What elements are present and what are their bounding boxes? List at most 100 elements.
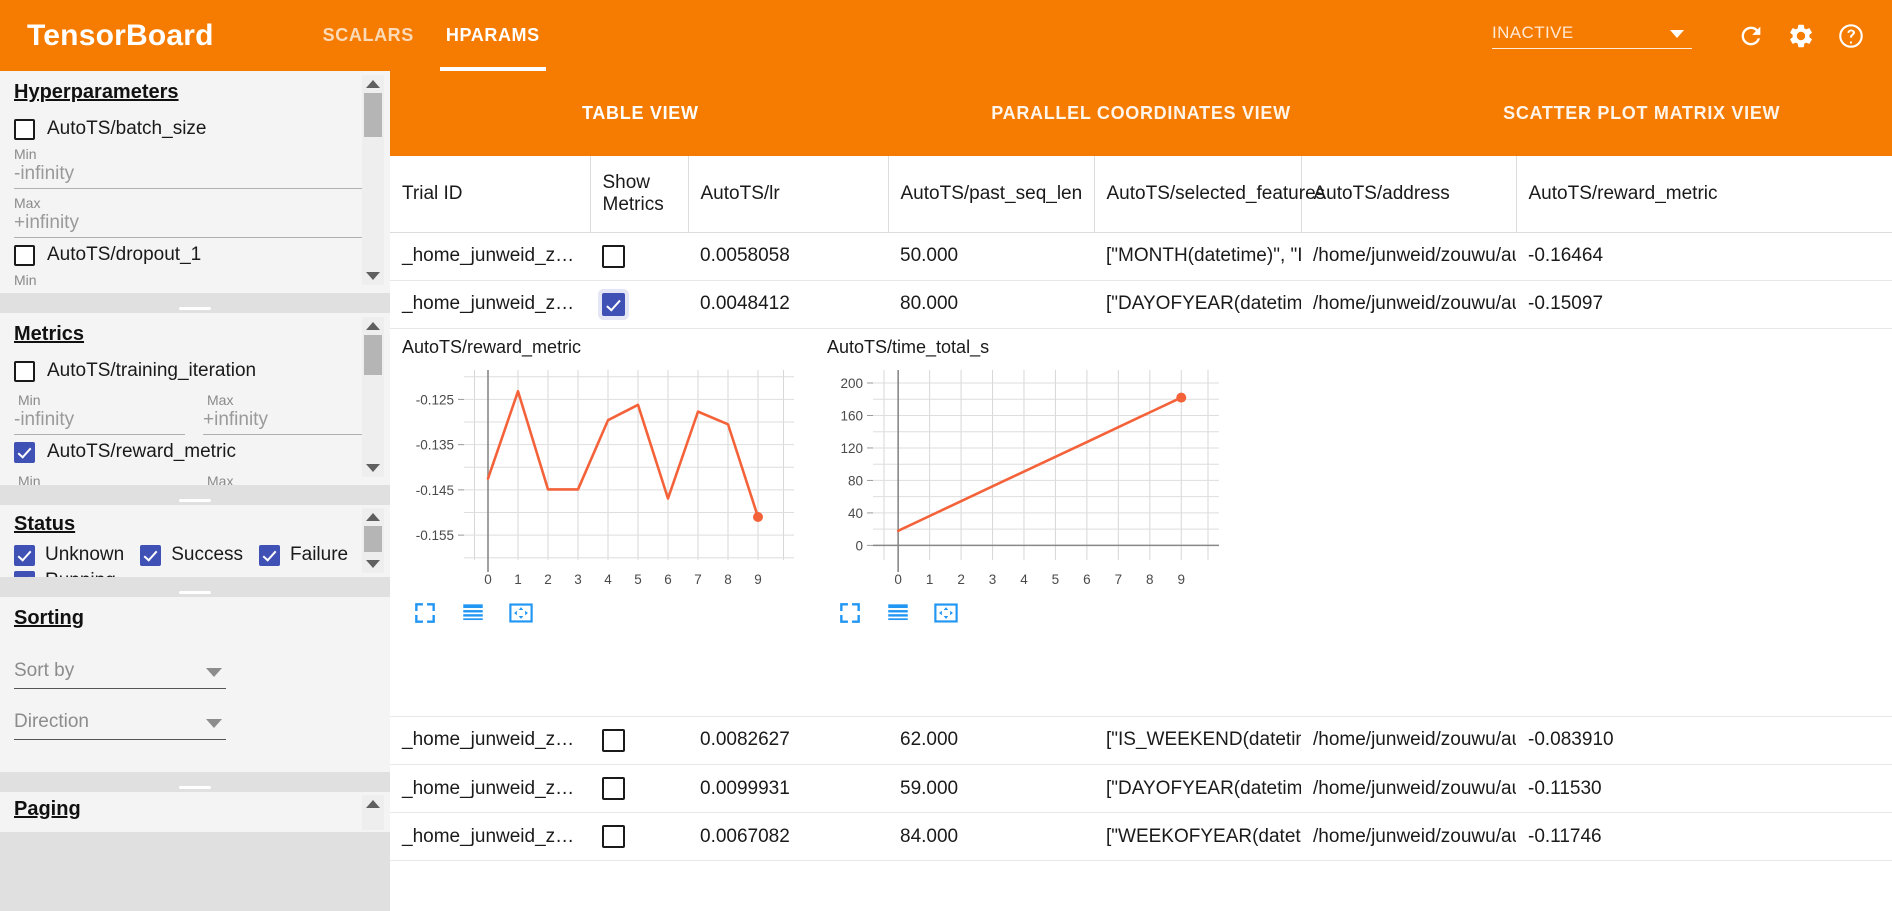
table-row[interactable]: _home_junweid_z… 0.0058058 50.000 ["MONT…: [390, 232, 1892, 281]
hparam-batch-size-min[interactable]: Min -infinity: [14, 146, 374, 189]
metric-reward-metric-range: Min Max: [14, 467, 374, 485]
scroll-up-arrow-icon[interactable]: [366, 800, 380, 808]
data-table-icon[interactable]: [460, 600, 490, 630]
scroll-up-arrow-icon[interactable]: [366, 80, 380, 88]
fullscreen-icon[interactable]: [837, 600, 867, 630]
table-row[interactable]: _home_junweid_z… 0.0099931 59.000 ["DAYO…: [390, 764, 1892, 813]
scroll-up-arrow-icon[interactable]: [366, 513, 380, 521]
scrollbar-thumb[interactable]: [364, 526, 382, 552]
show-metrics-checkbox-icon[interactable]: [602, 292, 625, 316]
svg-text:200: 200: [840, 375, 863, 390]
hparam-label: AutoTS/dropout_1: [47, 244, 202, 265]
checkbox-icon[interactable]: [14, 360, 35, 382]
cell-selected-features: ["DAYOFYEAR(datetime…: [1094, 280, 1301, 329]
metric-min-field[interactable]: Min: [14, 473, 185, 485]
panel-resize-handle-3[interactable]: [0, 587, 390, 597]
svg-text:4: 4: [1020, 572, 1028, 587]
chart-title: AutoTS/reward_metric: [402, 336, 582, 357]
col-header-trial-id[interactable]: Trial ID: [390, 156, 591, 233]
metrics-scrollbar[interactable]: [362, 317, 384, 477]
metric-min-field[interactable]: Min -infinity: [14, 392, 185, 435]
cell-show-metrics[interactable]: [590, 232, 688, 281]
data-table-icon[interactable]: [885, 600, 915, 630]
sort-by-select[interactable]: Sort by: [14, 660, 226, 689]
show-metrics-checkbox-icon[interactable]: [602, 728, 625, 752]
col-header-reward-metric[interactable]: AutoTS/reward_metric: [1516, 156, 1892, 233]
metric-item-training-iteration[interactable]: AutoTS/training_iteration: [14, 360, 374, 382]
checkbox-icon[interactable]: [14, 118, 35, 140]
run-selector[interactable]: INACTIVE: [1492, 23, 1692, 49]
checkbox-icon[interactable]: [14, 544, 35, 566]
metric-label: AutoTS/training_iteration: [47, 360, 257, 381]
status-scrollbar[interactable]: [362, 508, 384, 573]
table-row[interactable]: _home_junweid_z… 0.0067082 84.000 ["WEEK…: [390, 812, 1892, 861]
field-value: +infinity: [14, 212, 374, 238]
panel-resize-handle-2[interactable]: [0, 495, 390, 505]
col-header-selected-features[interactable]: AutoTS/selected_features: [1094, 156, 1325, 233]
panel-paging: Paging: [0, 792, 390, 832]
col-header-address[interactable]: AutoTS/address: [1301, 156, 1517, 233]
table-header-row: Trial ID Show Metrics AutoTS/lr AutoTS/p…: [390, 156, 1892, 233]
panel-resize-handle-4[interactable]: [0, 782, 390, 792]
cell-reward-metric: -0.11530: [1516, 764, 1892, 813]
hparams-table-continued: _home_junweid_z… 0.0082627 62.000 ["IS_W…: [390, 716, 1892, 861]
checkbox-icon[interactable]: [14, 570, 35, 577]
settings-gear-icon[interactable]: [1784, 19, 1818, 53]
checkbox-icon[interactable]: [140, 544, 162, 566]
show-metrics-checkbox-icon[interactable]: [602, 825, 625, 848]
metric-max-field[interactable]: Max +infinity: [203, 392, 374, 435]
hparam-item-dropout-1[interactable]: AutoTS/dropout_1: [14, 244, 374, 266]
tab-table-view[interactable]: TABLE VIEW: [582, 103, 699, 123]
help-circle-icon[interactable]: [1834, 19, 1868, 53]
chart-canvas-time-total-s[interactable]: 0 40 80 120 160 200 0 1 2 3 4 5 6 7 8 9: [827, 364, 1227, 594]
cell-address: /home/junweid/zouwu/aut…: [1301, 280, 1516, 329]
fit-to-data-icon[interactable]: [508, 600, 538, 630]
scroll-up-arrow-icon[interactable]: [366, 322, 380, 330]
show-metrics-checkbox-icon[interactable]: [602, 244, 625, 268]
show-metrics-checkbox-icon[interactable]: [602, 777, 625, 800]
status-title: Status: [14, 513, 76, 535]
hparam-dropout-1-min[interactable]: Min: [14, 272, 374, 288]
direction-value: Direction: [14, 711, 89, 732]
scrollbar-thumb[interactable]: [364, 93, 382, 137]
scrollbar-thumb[interactable]: [364, 335, 382, 375]
panel-resize-handle-1[interactable]: [0, 303, 390, 313]
col-header-lr[interactable]: AutoTS/lr: [688, 156, 889, 233]
nav-tab-hparams[interactable]: HPARAMS: [430, 0, 556, 71]
hparam-item-batch-size[interactable]: AutoTS/batch_size: [14, 118, 374, 140]
direction-select[interactable]: Direction: [14, 711, 226, 740]
hparam-batch-size-max[interactable]: Max +infinity: [14, 195, 374, 238]
status-label-failure: Failure: [290, 544, 349, 565]
fullscreen-icon[interactable]: [412, 600, 442, 630]
cell-lr: 0.0067082: [688, 812, 888, 861]
paging-scrollbar[interactable]: [362, 795, 384, 830]
nav-tab-scalars[interactable]: SCALARS: [322, 25, 414, 45]
hyperparameters-scrollbar[interactable]: [362, 75, 384, 285]
refresh-icon[interactable]: [1734, 19, 1768, 53]
tab-parallel-coordinates-view[interactable]: PARALLEL COORDINATES VIEW: [991, 103, 1291, 123]
table-row[interactable]: _home_junweid_z… 0.0082627 62.000 ["IS_W…: [390, 716, 1892, 765]
tab-scatter-plot-matrix-view[interactable]: SCATTER PLOT MATRIX VIEW: [1503, 103, 1781, 123]
cell-lr: 0.0058058: [688, 232, 888, 281]
cell-show-metrics[interactable]: [590, 716, 688, 765]
table-row[interactable]: _home_junweid_z… 0.0048412 80.000 ["DAYO…: [390, 280, 1892, 329]
fit-to-data-icon[interactable]: [933, 600, 963, 630]
checkbox-icon[interactable]: [14, 244, 35, 266]
checkbox-icon[interactable]: [14, 441, 35, 463]
metric-max-field[interactable]: Max: [203, 473, 374, 485]
metric-item-reward-metric[interactable]: AutoTS/reward_metric: [14, 441, 374, 463]
checkbox-icon[interactable]: [259, 544, 281, 566]
cell-selected-features: ["MONTH(datetime)", "I…: [1094, 232, 1301, 281]
scroll-down-arrow-icon[interactable]: [366, 464, 380, 472]
cell-show-metrics[interactable]: [590, 812, 688, 861]
col-header-show-metrics[interactable]: Show Metrics: [590, 156, 689, 233]
scroll-down-arrow-icon[interactable]: [366, 560, 380, 568]
metric-label: AutoTS/reward_metric: [47, 441, 237, 462]
scroll-down-arrow-icon[interactable]: [366, 272, 380, 280]
cell-show-metrics[interactable]: [590, 764, 688, 813]
cell-show-metrics[interactable]: [590, 280, 688, 329]
col-header-past-seq-len[interactable]: AutoTS/past_seq_len: [888, 156, 1095, 233]
svg-text:3: 3: [989, 572, 997, 587]
chart-canvas-reward-metric[interactable]: -0.125 -0.135 -0.145 -0.155 0 1 2 3 4 5 6 7 8 9: [402, 364, 802, 594]
top-bar-actions: INACTIVE: [1492, 19, 1868, 53]
